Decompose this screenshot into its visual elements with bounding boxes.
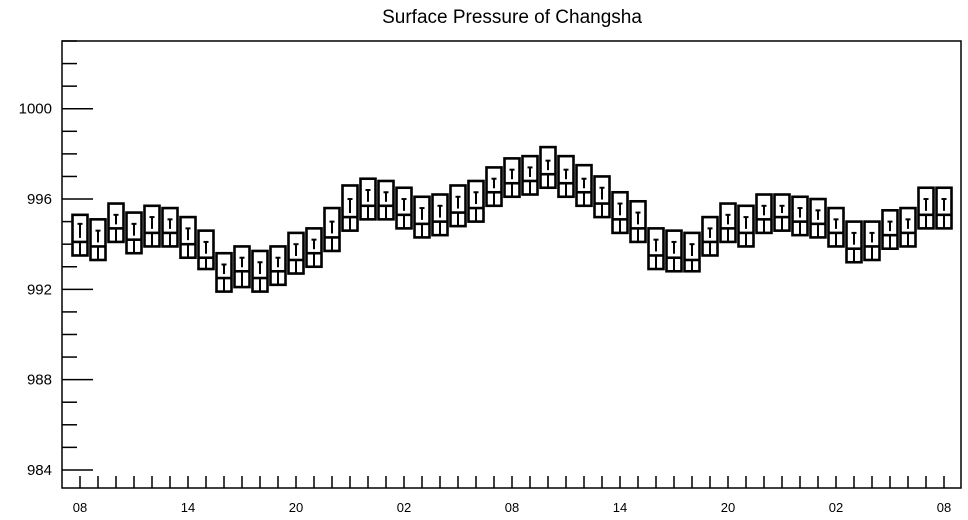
x-tick-label: 20 (721, 500, 735, 515)
x-tick-label: 02 (397, 500, 411, 515)
x-tick-label: 20 (289, 500, 303, 515)
x-tick-label: 14 (613, 500, 627, 515)
x-tick-label: 08 (505, 500, 519, 515)
plot-area: 984 988 992 996 1000 08 14 20 02 08 14 20 02 08 (19, 40, 962, 515)
x-tick-label: 02 (829, 500, 843, 515)
y-tick-label: 988 (27, 372, 52, 389)
x-tick-label: 08 (937, 500, 951, 515)
chart-title: Surface Pressure of Changsha (382, 7, 642, 28)
y-tick-label: 1000 (19, 101, 52, 118)
y-tick-label: 992 (27, 281, 52, 298)
y-tick-label: 984 (27, 462, 52, 479)
plot-frame (61, 40, 962, 489)
y-tick-label: 996 (27, 191, 52, 208)
x-tick-label: 14 (181, 500, 195, 515)
x-tick-label: 08 (73, 500, 87, 515)
